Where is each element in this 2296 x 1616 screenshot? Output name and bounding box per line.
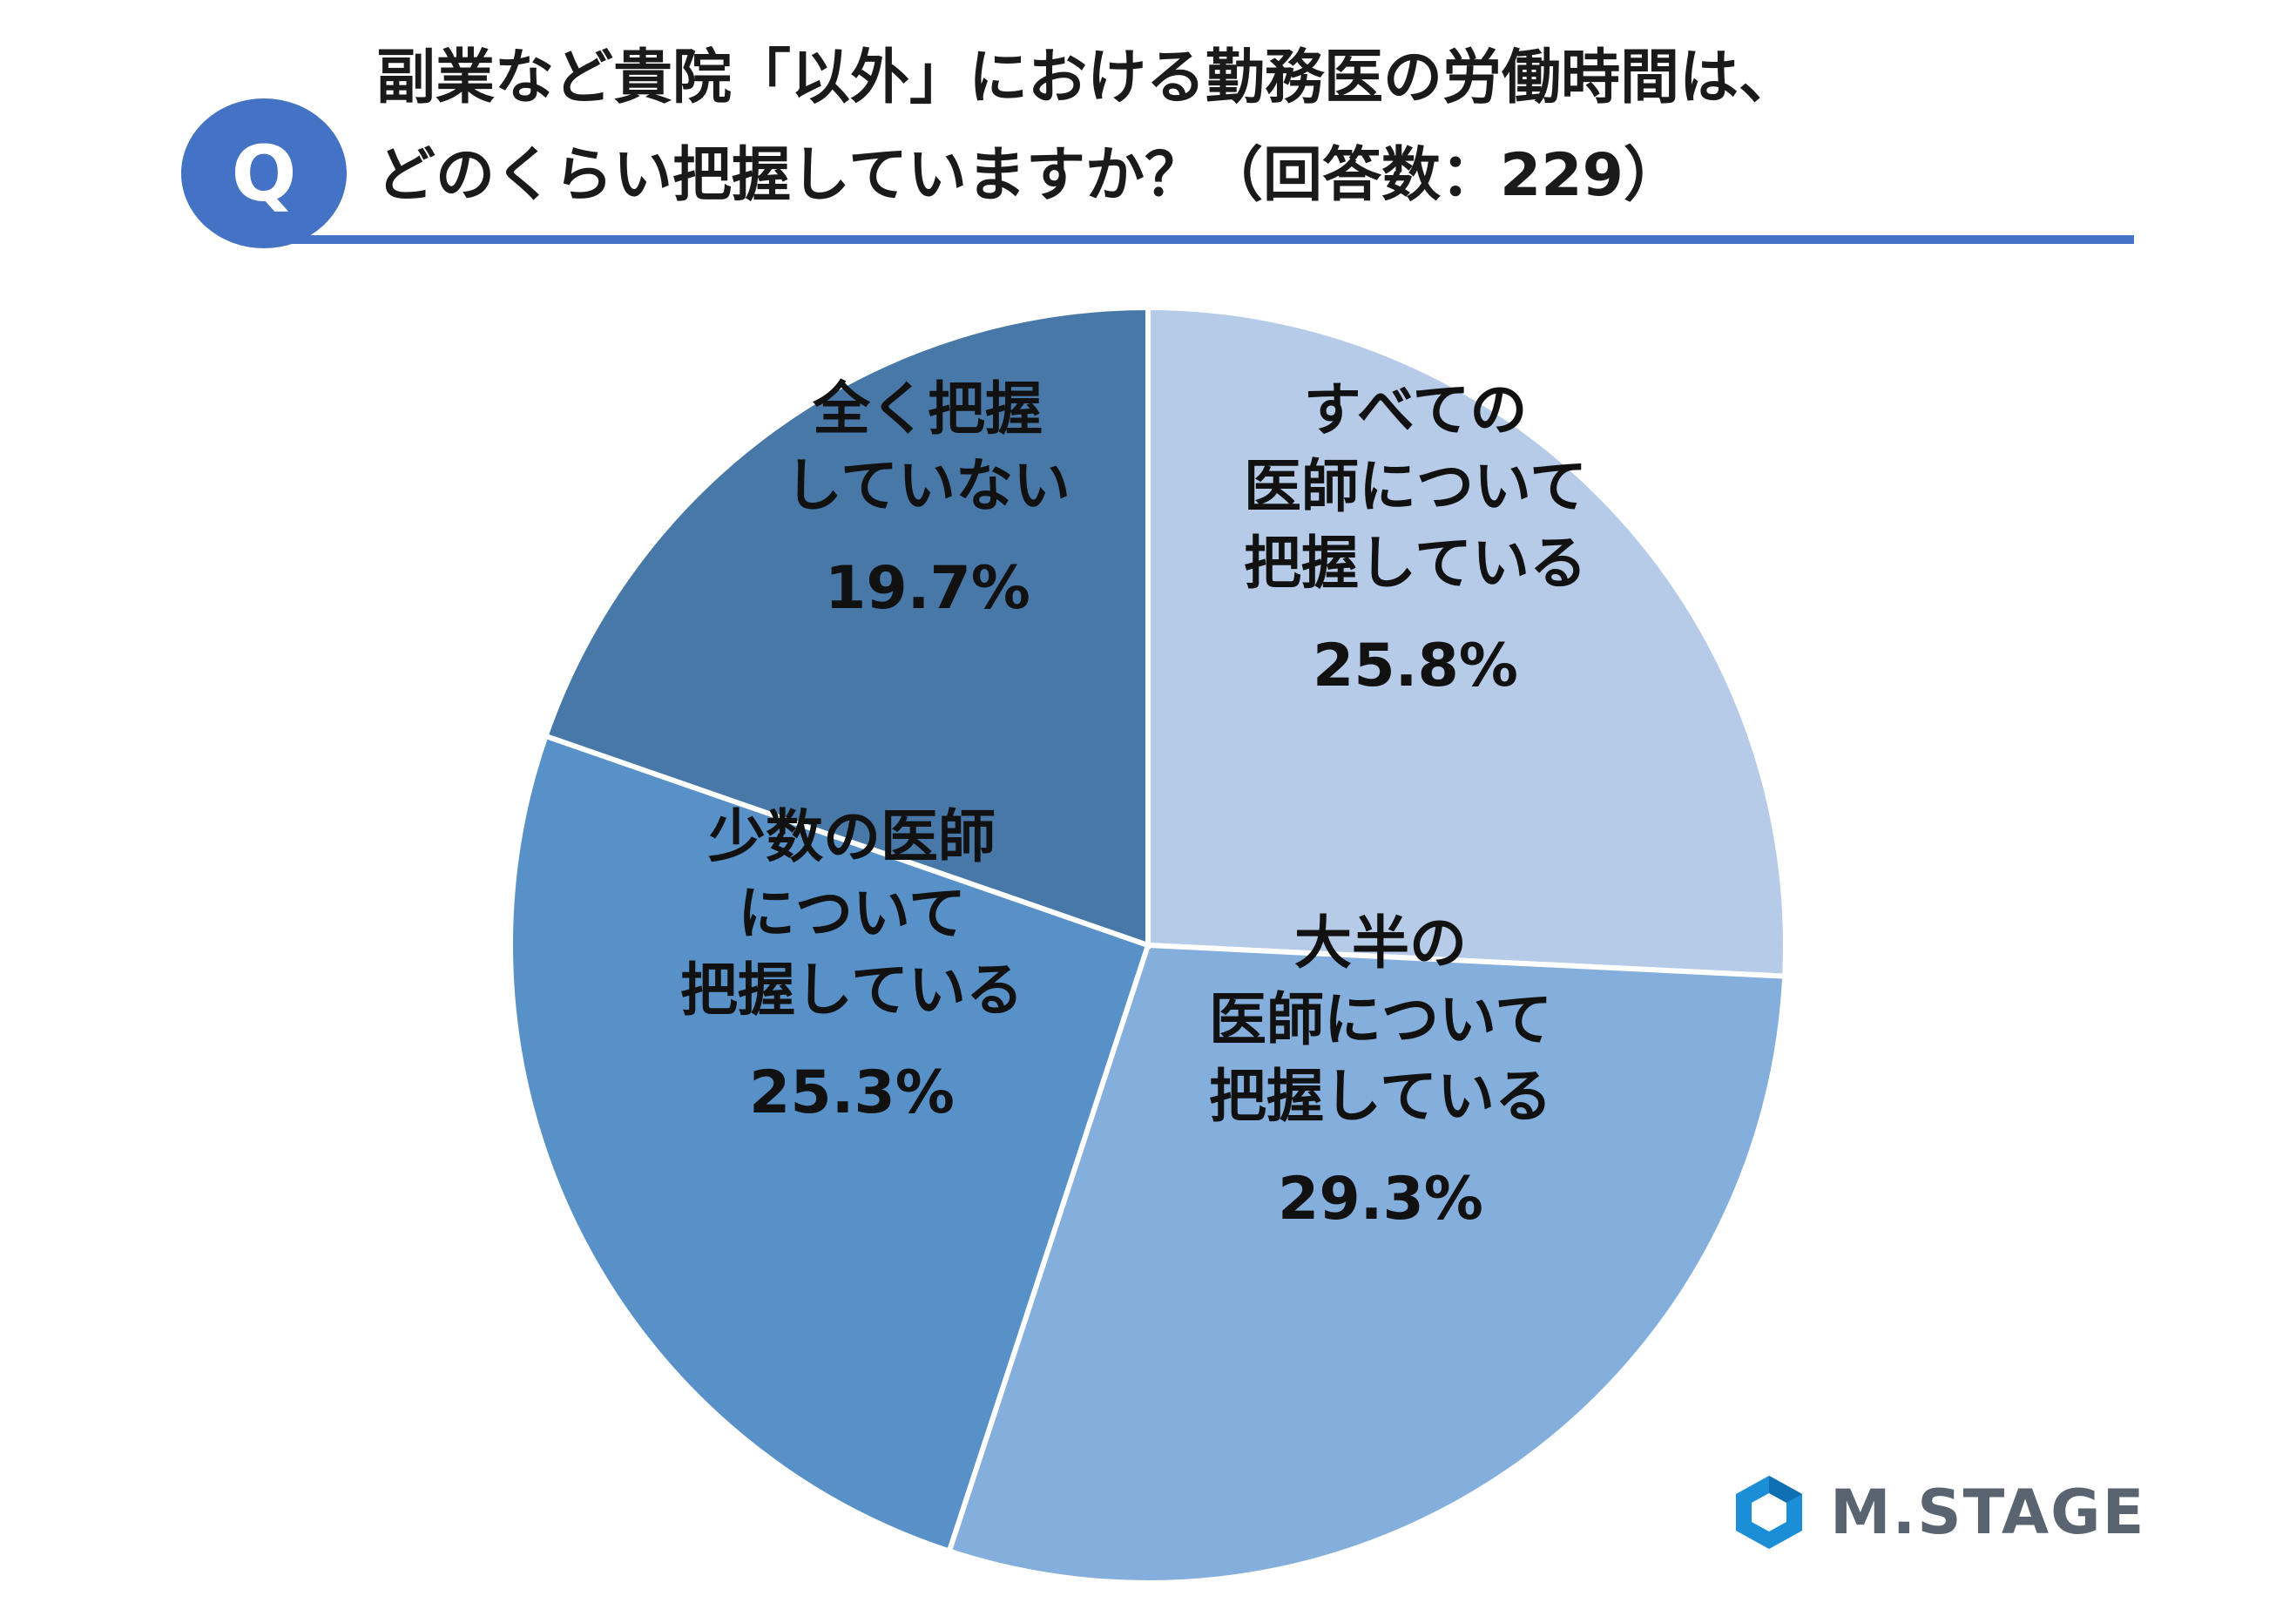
slice-label-4-line-1: 全く把握	[812, 375, 1043, 443]
slice-label-1-line-1: すべての	[1304, 376, 1528, 443]
slice-value-label-1: 25.8%	[1313, 632, 1518, 700]
question-title-line2: どのくらい把握していますか？（回答数：229）	[376, 141, 1683, 210]
slice-label-4-line-2: していない	[785, 452, 1070, 519]
question-title-line1: 副業など貴院「以外」における勤務医の労働時間は、	[376, 44, 1799, 112]
logo-text: M.STAGE	[1830, 1477, 2146, 1548]
question-title: 副業など貴院「以外」における勤務医の労働時間は、 どのくらい把握していますか？（…	[376, 30, 1798, 225]
pie-slice-1	[1145, 304, 1788, 979]
pie-slice-3	[508, 733, 1151, 1555]
question-badge: Q	[181, 98, 347, 248]
slice-label-3-line-1: 少数の医師	[708, 803, 996, 870]
slice-label-3-line-2: について	[738, 880, 966, 947]
slice-value-label-3: 25.3%	[749, 1058, 955, 1127]
title-underline	[261, 235, 2134, 244]
slice-label-2-line-3: 把握している	[1209, 1063, 1552, 1130]
slice-label-2-line-1: 大半の	[1294, 909, 1467, 977]
slice-value-label-2: 29.3%	[1278, 1165, 1483, 1234]
pie-slice-2	[946, 942, 1788, 1586]
slice-label-2-line-2: 医師について	[1209, 986, 1552, 1053]
slice-label-1-line-2: 医師について	[1244, 453, 1587, 520]
pie-slice-4	[542, 304, 1151, 950]
hexagon-logo-icon	[1736, 1476, 1802, 1549]
slice-label-1-line-3: 把握している	[1244, 530, 1587, 597]
brand-logo: M.STAGE	[1729, 1472, 2145, 1552]
slice-value-label-4: 19.7%	[825, 554, 1030, 623]
slice-label-3-line-3: 把握している	[680, 957, 1023, 1024]
